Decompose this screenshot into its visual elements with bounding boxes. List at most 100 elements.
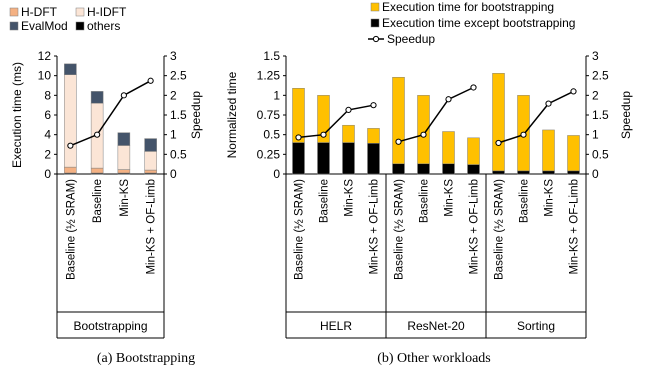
speedup-point <box>470 84 477 91</box>
group-label: ResNet-20 <box>407 319 465 333</box>
bar-segment <box>442 131 455 165</box>
chart-bootstrapping: 0 2 4 6 8 10 12 0 0.5 1 1.5 2 2.5 3 Execution time (ms… <box>10 49 203 339</box>
legend-workloads: Execution time for bootstrapping Executio… <box>368 0 575 46</box>
y2-tick-label: 0.5 <box>592 147 609 161</box>
legend-label: H-DFT <box>21 5 58 19</box>
y-tick-label: 8 <box>44 88 51 102</box>
x-tick-label: Baseline (½ SRAM) <box>65 179 77 280</box>
x-tick-label: Min-KS + OF-Limb <box>569 179 581 275</box>
caption-bootstrapping: (a) Bootstrapping <box>97 351 195 366</box>
x-tick-label: Min-KS + OF-Limb <box>369 179 381 275</box>
x-tick-label: Min-KS <box>119 179 131 217</box>
chart-workloads: 0 0.25 0.5 0.75 1 1.25 1.5 0 0.5 1 1.5 2 2.5 3 Normali… <box>225 49 633 339</box>
x-tick-label: Min-KS <box>444 179 456 217</box>
legend-swatch <box>370 18 380 28</box>
y-tick-label: 0.75 <box>257 108 281 122</box>
bar-segment <box>64 63 77 75</box>
bar-segment <box>90 91 104 104</box>
bar-segment <box>567 135 580 172</box>
bar-segment <box>542 129 555 172</box>
legend-swatch <box>75 7 85 17</box>
bar-segment <box>292 142 305 175</box>
speedup-line <box>298 104 374 139</box>
bar-segment <box>367 143 380 175</box>
speedup-line <box>70 80 151 147</box>
x-tick-label: Baseline (½ SRAM) <box>294 179 306 280</box>
y-tick-label: 4 <box>44 128 51 142</box>
x-tick-label: Baseline <box>319 179 331 223</box>
bar-segment <box>417 163 430 175</box>
y-tick-label: 1.5 <box>263 49 280 63</box>
y2-tick-label: 3 <box>592 49 599 63</box>
bar-segment <box>64 166 77 174</box>
group-label: HELR <box>320 319 352 333</box>
bar-segment <box>442 163 455 175</box>
legend-label: Speedup <box>387 32 435 46</box>
speedup-point <box>295 134 302 141</box>
bar-segment <box>64 74 77 168</box>
bar-segment <box>117 132 131 146</box>
y2-tick-label: 2.5 <box>170 69 187 83</box>
legend-bootstrapping: H-DFT H-IDFT EvalMod others <box>9 5 127 33</box>
bar-segment <box>492 170 505 175</box>
y2-tick-label: 1 <box>170 128 177 142</box>
x-tick-label: Baseline (½ SRAM) <box>394 179 406 280</box>
speedup-point <box>94 131 101 138</box>
speedup-point <box>420 131 427 138</box>
legend-swatch <box>370 2 380 12</box>
speedup-point <box>445 96 452 103</box>
bar-segment <box>90 167 104 174</box>
x-tick-label: Min-KS + OF-Limb <box>146 179 158 275</box>
y-axis-title: Execution time (ms) <box>10 62 24 168</box>
legend-swatch <box>9 21 19 31</box>
x-tick-label: Min-KS <box>344 179 356 217</box>
bar-segment <box>467 137 480 165</box>
bar-segment <box>144 169 157 174</box>
legend-label: others <box>87 19 120 33</box>
bar-segment <box>567 170 580 175</box>
y2-tick-label: 0 <box>170 167 177 181</box>
speedup-point <box>495 139 502 147</box>
y2-axis-title: Speedup <box>189 91 203 139</box>
group-label: Bootstrapping <box>73 319 147 333</box>
bar-segment <box>342 124 355 143</box>
y2-tick-label: 2 <box>592 88 599 102</box>
x-tick-label: Baseline <box>419 179 431 223</box>
speedup-point <box>320 131 327 138</box>
speedup-point <box>67 142 74 149</box>
y2-tick-label: 2 <box>170 88 177 102</box>
speedup-point <box>345 106 352 113</box>
bar-segment <box>417 95 430 165</box>
bar-segment <box>292 88 305 143</box>
speedup-point <box>570 88 577 95</box>
bar-segment <box>467 164 480 175</box>
bar-segment <box>492 73 505 172</box>
y-tick-label: 6 <box>44 108 51 122</box>
speedup-point <box>147 77 154 84</box>
speedup-point <box>120 92 127 99</box>
bar-segment <box>392 76 405 165</box>
speedup-point <box>545 100 552 107</box>
y-axis-title: Normalized time <box>225 71 239 158</box>
y-tick-label: 0.5 <box>263 128 280 142</box>
caption-workloads: (b) Other workloads <box>377 351 491 366</box>
y2-tick-label: 0 <box>592 167 599 181</box>
speedup-line <box>398 86 474 143</box>
legend-label: EvalMod <box>21 19 68 33</box>
y-tick-label: 1 <box>273 88 280 102</box>
x-tick-label: Baseline <box>519 179 531 223</box>
bar-segment <box>144 151 157 171</box>
legend-label: Execution time except bootstrapping <box>382 16 575 30</box>
legend-swatch <box>9 7 19 17</box>
bar-segment <box>517 170 530 175</box>
y2-tick-label: 1 <box>592 128 599 142</box>
speedup-point <box>520 131 527 138</box>
x-tick-label: Min-KS + OF-Limb <box>469 179 481 275</box>
bar-segment <box>542 170 555 175</box>
y-tick-label: 2 <box>44 147 51 161</box>
bar-segment <box>317 142 330 175</box>
y2-tick-label: 2.5 <box>592 69 609 83</box>
speedup-point <box>370 102 377 109</box>
legend-marker <box>372 35 380 43</box>
